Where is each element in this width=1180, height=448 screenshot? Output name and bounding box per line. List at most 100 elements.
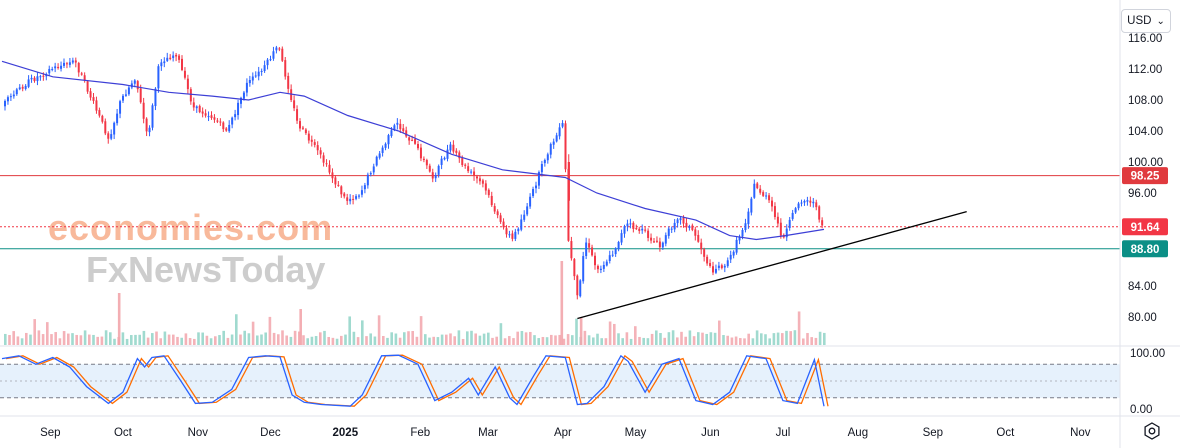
volume-bar xyxy=(277,334,280,345)
volume-bar xyxy=(134,334,137,345)
stochastic-d-line xyxy=(5,354,829,407)
volume-bar xyxy=(781,333,784,345)
candle-body xyxy=(709,263,712,266)
candle-body xyxy=(71,60,74,63)
volume-bar xyxy=(125,338,129,345)
candle-body xyxy=(299,121,301,129)
volume-bar xyxy=(365,336,368,345)
candle-body xyxy=(588,243,591,248)
candle-body xyxy=(487,189,490,196)
time-tick-label: Apr xyxy=(554,427,572,439)
volume-bar xyxy=(701,332,704,345)
candle-body xyxy=(92,97,95,101)
candle-body xyxy=(765,195,768,197)
candle-body xyxy=(27,79,30,87)
candle-body xyxy=(484,183,487,191)
candle-body xyxy=(514,231,517,239)
volume-bar xyxy=(810,337,813,345)
volume-bar xyxy=(310,336,314,345)
candle-body xyxy=(36,76,39,82)
volume-bar xyxy=(772,333,776,345)
volume-bar xyxy=(67,333,70,345)
volume-bar xyxy=(33,319,36,345)
support-price-tag xyxy=(1122,240,1168,258)
candle-body xyxy=(169,57,172,59)
time-tick-label: Feb xyxy=(410,427,430,439)
volume-bar xyxy=(352,331,356,345)
volume-bar xyxy=(560,261,564,345)
candle-body xyxy=(355,196,358,199)
time-tick-label: Nov xyxy=(188,427,209,439)
volume-bar xyxy=(482,333,486,345)
candle-body xyxy=(694,229,697,236)
candle-body xyxy=(346,197,349,201)
candle-body xyxy=(464,164,467,166)
volume-bar xyxy=(62,331,66,345)
candle-body xyxy=(685,222,688,228)
candle-body xyxy=(753,183,756,198)
candle-body xyxy=(670,228,673,230)
volume-bar xyxy=(12,331,15,345)
candle-body xyxy=(313,142,316,145)
volume-bar xyxy=(369,333,372,345)
candle-body xyxy=(543,160,546,164)
time-tick-label: Jun xyxy=(701,427,720,439)
candle-body xyxy=(540,164,543,173)
candle-body xyxy=(505,228,508,235)
candle-body xyxy=(759,188,762,193)
candle-body xyxy=(614,248,617,255)
volume-bar xyxy=(130,335,133,345)
candle-body xyxy=(110,134,113,139)
candle-body xyxy=(290,89,293,101)
resistance-price-label: 98.25 xyxy=(1131,171,1160,183)
candle-body xyxy=(703,249,706,257)
volume-bar xyxy=(751,338,755,345)
volume-bar xyxy=(285,335,288,345)
volume-bar xyxy=(554,335,557,345)
candle-body xyxy=(139,88,142,103)
candle-body xyxy=(77,63,80,73)
candle-body xyxy=(771,200,773,207)
gear-icon[interactable] xyxy=(1142,421,1162,441)
candle-body xyxy=(166,57,169,61)
volume-bar xyxy=(747,333,750,345)
watermark-line2: FxNewsToday xyxy=(86,249,325,290)
candle-body xyxy=(794,208,797,213)
volume-bar xyxy=(314,336,318,345)
volume-bar xyxy=(520,330,524,345)
candle-body xyxy=(384,143,387,148)
volume-bar xyxy=(617,333,620,345)
volume-bar xyxy=(596,333,599,345)
candle-body xyxy=(60,65,63,69)
candle-body xyxy=(213,117,216,120)
volume-bar xyxy=(377,315,381,345)
currency-selector[interactable]: USD ⌄ xyxy=(1121,9,1171,33)
volume-bar xyxy=(634,326,637,345)
watermark-line1: economies.com xyxy=(48,207,333,248)
volume-bar xyxy=(533,335,536,345)
candle-body xyxy=(797,203,800,209)
candle-body xyxy=(594,255,596,266)
candle-body xyxy=(142,102,145,119)
volume-bar xyxy=(335,338,339,345)
volume-bar xyxy=(823,332,826,345)
volume-bar xyxy=(176,336,179,345)
volume-bar xyxy=(382,335,385,345)
candle-body xyxy=(632,222,635,230)
volume-bar xyxy=(298,331,301,345)
price-tick-label: 104.00 xyxy=(1128,126,1163,138)
candle-body xyxy=(254,75,257,77)
time-axis[interactable]: Sep Oct Nov Dec 2025 Feb Mar Apr May Jun Jul Aug Sep… xyxy=(40,427,1091,439)
volume-bar xyxy=(214,336,217,345)
volume-bar xyxy=(16,336,20,345)
candle-body xyxy=(378,153,381,158)
volume-bar xyxy=(684,336,687,345)
volume-bar xyxy=(739,338,742,345)
volume-bar xyxy=(163,331,167,345)
candle-body xyxy=(331,172,334,179)
volume-bar xyxy=(545,337,549,345)
candle-body xyxy=(582,256,585,282)
